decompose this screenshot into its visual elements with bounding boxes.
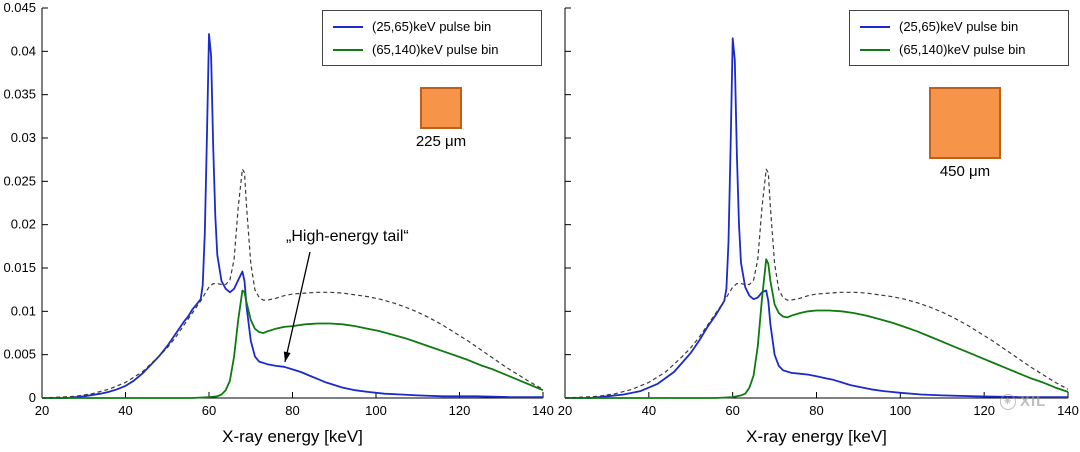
x-tick-label: 20 — [558, 403, 572, 418]
legend-item-pulse-bin-65-140: (65,140)keV pulse bin — [333, 42, 531, 57]
watermark-text: XIL — [1020, 393, 1047, 410]
detector-square-225um — [420, 87, 462, 129]
annotation-arrow — [284, 251, 311, 363]
x-tick-label: 20 — [35, 403, 49, 418]
legend-right: (25,65)keV pulse bin (65,140)keV pulse b… — [849, 10, 1069, 66]
y-tick-label: 0.025 — [3, 173, 36, 188]
annotation-arrowhead — [283, 351, 291, 362]
chart-0: 20 40 60 80 100 120 140 0 0.005 0.01 0.015 0.02 0.02… — [3, 0, 553, 446]
x-tick-label: 140 — [1057, 403, 1079, 418]
legend-label: (65,140)keV pulse bin — [899, 42, 1026, 57]
x-axis-label: X-ray energy [keV] — [222, 427, 363, 446]
detector-square-450um — [929, 87, 1001, 159]
series-pulse-bin-65-140 — [42, 289, 544, 399]
y-tick-label: 0.005 — [3, 347, 36, 362]
detector-size-label-450um: 450 μm — [939, 163, 991, 180]
legend-label: (65,140)keV pulse bin — [372, 42, 499, 57]
blue-line-sample — [860, 25, 890, 28]
series-incident-spectrum — [41, 168, 544, 399]
legend-label: (25,65)keV pulse bin — [899, 19, 1019, 34]
x-tick-label: 60 — [202, 403, 216, 418]
y-tick-label: 0.015 — [3, 260, 36, 275]
watermark-globe-icon: ✳ — [1000, 393, 1016, 410]
legend-label: (25,65)keV pulse bin — [372, 19, 492, 34]
legend-item-pulse-bin-65-140: (65,140)keV pulse bin — [860, 42, 1058, 57]
x-axis-label: X-ray energy [keV] — [746, 427, 887, 446]
y-tick-label: 0 — [29, 390, 36, 405]
y-tick-label: 0.01 — [11, 303, 36, 318]
green-line-sample — [333, 48, 363, 51]
x-tick-label: 120 — [449, 403, 471, 418]
high-energy-tail-annotation: „High-energy tail“ — [286, 228, 409, 245]
series-pulse-bin-65-140 — [565, 258, 1069, 399]
chart-1: 20 40 60 80 100 120 140 X-ray energy [keV] — [558, 7, 1079, 446]
x-tick-label: 40 — [118, 403, 132, 418]
x-tick-label: 80 — [285, 403, 299, 418]
legend-left: (25,65)keV pulse bin (65,140)keV pulse b… — [322, 10, 542, 66]
green-line-sample — [860, 48, 890, 51]
watermark: ✳ XIL — [1000, 393, 1046, 410]
x-tick-label: 120 — [973, 403, 995, 418]
legend-item-pulse-bin-25-65: (25,65)keV pulse bin — [860, 19, 1058, 34]
legend-item-pulse-bin-25-65: (25,65)keV pulse bin — [333, 19, 531, 34]
x-tick-label: 80 — [809, 403, 823, 418]
x-tick-label: 60 — [725, 403, 739, 418]
series-pulse-bin-25-65 — [42, 33, 543, 399]
y-tick-label: 0.03 — [11, 130, 36, 145]
x-tick-label: 100 — [365, 403, 387, 418]
blue-line-sample — [333, 25, 363, 28]
x-tick-label: 140 — [532, 403, 554, 418]
y-tick-label: 0.045 — [3, 0, 36, 15]
y-tick-label: 0.04 — [11, 43, 36, 58]
x-tick-label: 40 — [642, 403, 656, 418]
series-incident-spectrum — [564, 168, 1069, 399]
y-tick-label: 0.02 — [11, 217, 36, 232]
series-pulse-bin-25-65 — [565, 37, 1068, 399]
detector-size-label-225um: 225 μm — [415, 133, 467, 150]
y-tick-label: 0.035 — [3, 87, 36, 102]
x-tick-label: 100 — [889, 403, 911, 418]
